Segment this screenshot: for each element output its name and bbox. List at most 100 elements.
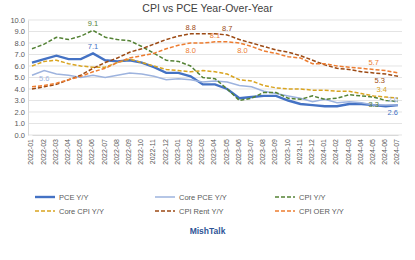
x-tick: 2023-05 <box>223 135 230 165</box>
y-axis: 0.0 1.0 2.0 3.0 4.0 5.0 6.0 7.0 8.0 9.0 10.0 <box>10 16 28 140</box>
x-tick-label: 2023-10 <box>284 139 291 165</box>
y-tick: 8.0 <box>15 39 28 48</box>
grid-line <box>28 54 402 55</box>
x-tick: 2022-01 <box>27 135 34 165</box>
x-tick-label: 2023-07 <box>247 139 254 165</box>
legend-item: Core CPI Y/Y <box>35 207 104 216</box>
plot-area <box>32 30 398 106</box>
x-tick-label: 2022-12 <box>162 139 169 165</box>
x-tick: 2023-01 <box>174 135 181 165</box>
legend-label: CPI Y/Y <box>299 193 326 202</box>
grid-line <box>28 89 402 90</box>
x-tick: 2024-04 <box>357 135 364 165</box>
legend: PCE Y/Y Core PCE Y/Y CPI Y/Y Core CPI Y/Y CP… <box>35 193 344 216</box>
x-tick: 2022-11 <box>149 135 156 164</box>
y-tick-label: 3.0 <box>15 96 25 105</box>
chart: CPI vs PCE Year-Over-Year 0.0 1.0 2.0 3.0 4.0… <box>0 0 415 260</box>
y-tick-label: 7.0 <box>15 50 25 59</box>
y-tick-label: 1.0 <box>15 119 25 128</box>
legend-label: PCE Y/Y <box>59 193 88 202</box>
y-tick: 4.0 <box>15 85 28 94</box>
y-tick: 6.0 <box>15 62 28 71</box>
legend-swatch <box>35 210 55 212</box>
legend-swatch <box>35 196 55 198</box>
series-line <box>32 30 398 101</box>
annotation: 8.0 <box>185 46 195 55</box>
y-tick: 5.0 <box>15 73 28 82</box>
x-tick-label: 2023-11 <box>296 139 303 164</box>
x-tick: 2022-04 <box>64 135 71 165</box>
x-tick: 2024-06 <box>381 135 388 165</box>
annotation: 2.6 <box>388 108 398 117</box>
annotation: 3.3 <box>368 100 378 109</box>
x-axis-line <box>33 135 399 136</box>
series-line <box>32 34 398 89</box>
annotation: 2.6 <box>388 95 398 104</box>
x-tick: 2022-05 <box>76 135 83 165</box>
grid-line <box>28 20 402 21</box>
x-tick: 2023-11 <box>296 135 303 164</box>
x-tick: 2023-06 <box>235 135 242 165</box>
annotation: 5.6 <box>39 74 49 83</box>
annotation: 5.7 <box>368 58 378 67</box>
y-tick: 9.0 <box>15 27 28 36</box>
x-tick-label: 2023-03 <box>198 139 205 165</box>
series-line <box>32 71 398 106</box>
legend-swatch <box>275 210 295 212</box>
legend-item: CPI Y/Y <box>275 193 326 202</box>
y-tick: 2.0 <box>15 108 28 117</box>
annotation: 7.1 <box>88 42 98 51</box>
series-line <box>32 53 398 106</box>
source: MishTalk <box>190 226 226 236</box>
grid-line <box>28 112 402 113</box>
x-tick: 2024-07 <box>393 135 400 165</box>
legend-swatch <box>155 196 175 198</box>
legend-label: Core PCE Y/Y <box>179 193 227 202</box>
y-tick-label: 2.0 <box>15 108 25 117</box>
x-tick: 2023-04 <box>210 135 217 165</box>
y-tick-label: 8.0 <box>15 39 25 48</box>
legend-item: Core PCE Y/Y <box>155 193 227 202</box>
y-tick-label: 4.0 <box>15 85 25 94</box>
y-tick-label: 0.0 <box>15 131 25 140</box>
series-line <box>32 42 398 87</box>
x-tick: 2022-06 <box>88 135 95 165</box>
x-tick: 2023-07 <box>247 135 254 165</box>
y-tick: 3.0 <box>15 96 28 105</box>
annotation: 3.4 <box>376 85 386 94</box>
legend-item: CPI Rent Y/Y <box>155 207 223 216</box>
x-tick-label: 2022-11 <box>149 139 156 164</box>
grid-line <box>28 135 402 136</box>
y-tick: 1.0 <box>15 119 28 128</box>
x-tick-label: 2023-08 <box>259 139 266 165</box>
legend-swatch <box>155 210 175 212</box>
x-tick: 2022-07 <box>101 135 108 165</box>
y-axis-line <box>28 21 29 136</box>
title: CPI vs PCE Year-Over-Year <box>142 2 273 14</box>
y-tick: 0.0 <box>15 131 28 140</box>
x-tick: 2023-12 <box>308 135 315 165</box>
y-tick: 10.0 <box>10 16 28 25</box>
x-tick: 2023-10 <box>284 135 291 165</box>
grid <box>28 20 402 135</box>
x-tick: 2023-09 <box>271 135 278 165</box>
legend-item: PCE Y/Y <box>35 193 88 202</box>
x-tick-label: 2022-07 <box>101 139 108 165</box>
x-tick-label: 2024-01 <box>320 139 327 165</box>
grid-line <box>28 100 402 101</box>
legend-label: CPI Rent Y/Y <box>179 207 223 216</box>
annotation: 9.1 <box>88 19 98 28</box>
annotations: 9.17.15.68.88.78.08.18.05.75.33.43.32.62… <box>39 19 398 117</box>
x-tick-label: 2024-07 <box>393 139 400 165</box>
y-tick-label: 6.0 <box>15 62 25 71</box>
x-tick-label: 2023-09 <box>271 139 278 165</box>
y-tick-label: 9.0 <box>15 27 25 36</box>
annotation: 8.7 <box>222 24 232 33</box>
x-tick: 2022-02 <box>40 135 47 165</box>
x-tick-label: 2022-06 <box>88 139 95 165</box>
x-tick: 2022-12 <box>162 135 169 165</box>
x-tick: 2023-02 <box>186 135 193 165</box>
x-tick-label: 2023-05 <box>223 139 230 165</box>
annotation: 5.3 <box>375 76 385 85</box>
x-tick-label: 2023-02 <box>186 139 193 165</box>
